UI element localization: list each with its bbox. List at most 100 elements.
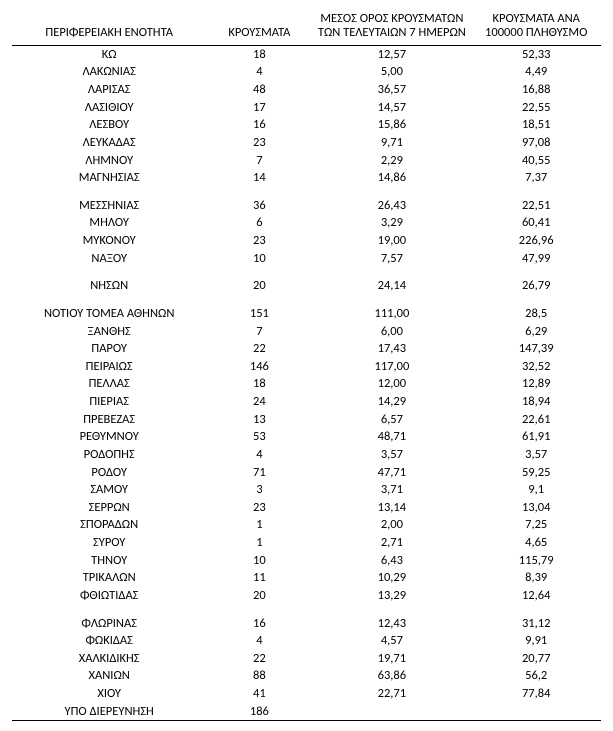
cell-avg7: 6,57 [312,411,471,429]
table-body: ΚΩ1812,5752,33ΛΑΚΩΝΙΑΣ45,004,49ΛΑΡΙΣΑΣ48… [12,45,601,721]
cell-region: ΛΑΚΩΝΙΑΣ [12,63,206,81]
header-row: ΠΕΡΙΦΕΡΕΙΑΚΗ ΕΝΟΤΗΤΑ ΚΡΟΥΣΜΑΤΑ ΜΕΣΟΣ ΟΡΟ… [12,10,601,45]
cell-per100k: 97,08 [471,134,601,152]
cell-per100k: 8,39 [471,569,601,587]
cell-avg7: 3,71 [312,481,471,499]
cell-avg7: 6,00 [312,323,471,341]
cell-per100k: 13,04 [471,499,601,517]
cell-avg7: 6,43 [312,552,471,570]
table-row: ΝΗΣΩΝ2024,1426,79 [12,277,601,295]
cell-per100k: 12,89 [471,375,601,393]
cell-avg7: 47,71 [312,464,471,482]
cell-region: ΛΑΡΙΣΑΣ [12,81,206,99]
cell-per100k: 26,79 [471,277,601,295]
cell-per100k: 12,64 [471,587,601,605]
table-row: ΛΑΡΙΣΑΣ4836,5716,88 [12,81,601,99]
table-row: ΛΕΣΒΟΥ1615,8618,51 [12,116,601,134]
table-row: ΛΑΚΩΝΙΑΣ45,004,49 [12,63,601,81]
cell-avg7: 14,29 [312,393,471,411]
cell-per100k: 56,2 [471,667,601,685]
cell-per100k: 22,61 [471,411,601,429]
cell-region: ΞΑΝΘΗΣ [12,323,206,341]
cell-cases: 7 [206,152,312,170]
col-region: ΠΕΡΙΦΕΡΕΙΑΚΗ ΕΝΟΤΗΤΑ [12,10,206,45]
table-row: ΝΟΤΙΟΥ ΤΟΜΕΑ ΑΘΗΝΩΝ151111,0028,5 [12,305,601,323]
table-row: ΦΘΙΩΤΙΔΑΣ2013,2912,64 [12,587,601,605]
gap-cell [12,605,601,615]
table-row: ΡΟΔΟΥ7147,7159,25 [12,464,601,482]
cell-per100k: 147,39 [471,340,601,358]
table-row: ΜΕΣΣΗΝΙΑΣ3626,4322,51 [12,197,601,215]
table-row: ΛΑΣΙΘΙΟΥ1714,5722,55 [12,99,601,117]
cell-avg7: 15,86 [312,116,471,134]
cell-cases: 17 [206,99,312,117]
cell-per100k: 4,49 [471,63,601,81]
cell-avg7: 19,00 [312,232,471,250]
cell-cases: 24 [206,393,312,411]
table-row: ΤΗΝΟΥ106,43115,79 [12,552,601,570]
cell-avg7: 2,00 [312,516,471,534]
cell-cases: 41 [206,685,312,703]
cell-cases: 48 [206,81,312,99]
cell-cases: 13 [206,411,312,429]
table-row: ΠΑΡΟΥ2217,43147,39 [12,340,601,358]
cell-region: ΤΡΙΚΑΛΩΝ [12,569,206,587]
col-per100k: ΚΡΟΥΣΜΑΤΑ ΑΝΑ 100000 ΠΛΗΘΥΣΜΟ [471,10,601,45]
cell-avg7: 7,57 [312,250,471,268]
cell-avg7: 12,57 [312,45,471,63]
cell-avg7: 36,57 [312,81,471,99]
cell-region: ΠΕΛΛΑΣ [12,375,206,393]
cell-per100k: 20,77 [471,650,601,668]
cell-per100k: 16,88 [471,81,601,99]
cell-region: ΜΥΚΟΝΟΥ [12,232,206,250]
cell-avg7: 22,71 [312,685,471,703]
cell-per100k: 52,33 [471,45,601,63]
cell-region: ΝΟΤΙΟΥ ΤΟΜΕΑ ΑΘΗΝΩΝ [12,305,206,323]
cell-cases: 10 [206,552,312,570]
table-row: ΞΑΝΘΗΣ76,006,29 [12,323,601,341]
table-row: ΣΕΡΡΩΝ2313,1413,04 [12,499,601,517]
cell-avg7: 63,86 [312,667,471,685]
cell-avg7: 3,57 [312,446,471,464]
table-row: ΦΛΩΡΙΝΑΣ1612,4331,12 [12,615,601,633]
cell-region: ΛΕΥΚΑΔΑΣ [12,134,206,152]
cell-avg7: 48,71 [312,428,471,446]
cell-region: ΣΑΜΟΥ [12,481,206,499]
cell-cases: 23 [206,499,312,517]
cell-region: ΣΠΟΡΑΔΩΝ [12,516,206,534]
cell-region: ΧΑΝΙΩΝ [12,667,206,685]
cell-avg7: 9,71 [312,134,471,152]
cell-region: ΛΑΣΙΘΙΟΥ [12,99,206,117]
cell-region: ΣΥΡΟΥ [12,534,206,552]
cell-region: ΠΑΡΟΥ [12,340,206,358]
cell-per100k: 77,84 [471,685,601,703]
cell-cases: 10 [206,250,312,268]
table-row [12,187,601,197]
cell-cases: 88 [206,667,312,685]
cell-cases: 20 [206,277,312,295]
cell-avg7: 13,29 [312,587,471,605]
cell-cases: 22 [206,340,312,358]
table-row: ΥΠΟ ΔΙΕΡΕΥΝΗΣΗ186 [12,703,601,721]
cell-avg7: 14,57 [312,99,471,117]
gap-cell [12,267,601,277]
table-row: ΧΑΛΚΙΔΙΚΗΣ2219,7120,77 [12,650,601,668]
cell-region: ΦΛΩΡΙΝΑΣ [12,615,206,633]
cell-cases: 71 [206,464,312,482]
cell-region: ΦΩΚΙΔΑΣ [12,632,206,650]
cell-region: ΤΗΝΟΥ [12,552,206,570]
cell-per100k: 18,94 [471,393,601,411]
cell-per100k: 18,51 [471,116,601,134]
cell-per100k: 9,91 [471,632,601,650]
table-row: ΡΟΔΟΠΗΣ43,573,57 [12,446,601,464]
cell-region: ΠΡΕΒΕΖΑΣ [12,411,206,429]
col-cases: ΚΡΟΥΣΜΑΤΑ [206,10,312,45]
cell-avg7: 13,14 [312,499,471,517]
cell-cases: 23 [206,134,312,152]
cell-per100k: 7,37 [471,169,601,187]
table-row: ΛΕΥΚΑΔΑΣ239,7197,08 [12,134,601,152]
table-row: ΝΑΞΟΥ107,5747,99 [12,250,601,268]
cell-region: ΣΕΡΡΩΝ [12,499,206,517]
cell-cases: 18 [206,375,312,393]
cell-cases: 16 [206,615,312,633]
